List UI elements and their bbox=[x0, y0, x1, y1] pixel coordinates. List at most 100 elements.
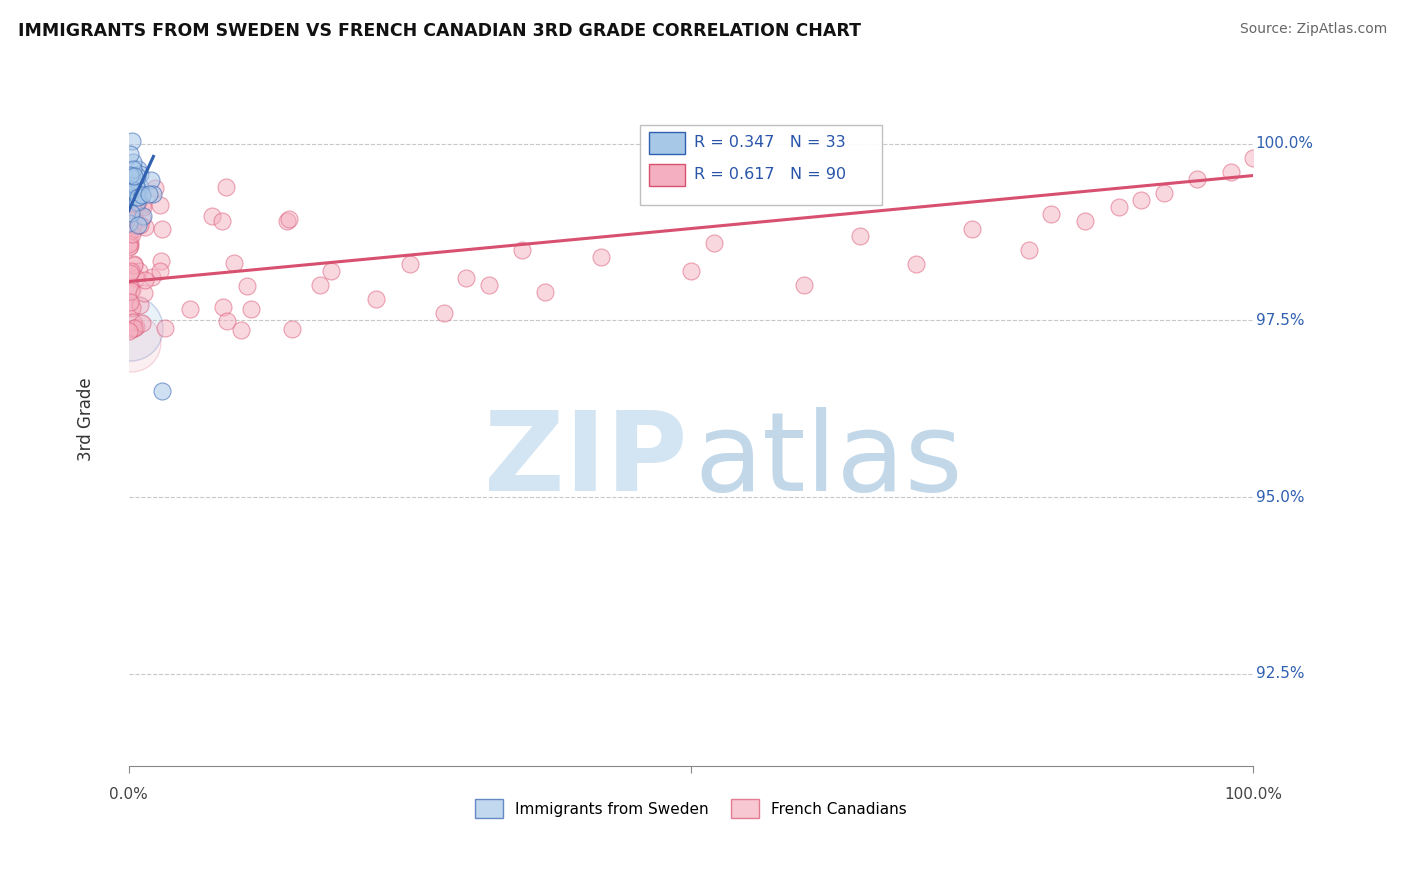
Point bbox=[399, 257, 422, 271]
Point bbox=[215, 314, 238, 328]
Point bbox=[118, 240, 141, 254]
Bar bbox=[650, 164, 686, 186]
Point bbox=[120, 334, 142, 349]
Point bbox=[121, 227, 143, 241]
Point bbox=[131, 211, 153, 225]
Point bbox=[179, 302, 201, 317]
Point bbox=[905, 257, 928, 271]
Point bbox=[118, 320, 141, 334]
Point bbox=[150, 221, 173, 235]
Point bbox=[239, 302, 262, 317]
Point bbox=[152, 384, 174, 399]
Point bbox=[127, 219, 149, 233]
Point bbox=[127, 194, 149, 209]
Point bbox=[321, 264, 343, 278]
Point bbox=[121, 183, 143, 197]
Point bbox=[118, 224, 141, 238]
Point bbox=[118, 187, 141, 202]
Point bbox=[118, 168, 141, 182]
Point bbox=[224, 256, 246, 270]
Point bbox=[1074, 214, 1097, 228]
Point bbox=[127, 186, 149, 200]
Point bbox=[211, 300, 233, 314]
Point bbox=[121, 134, 143, 148]
Point bbox=[433, 306, 456, 320]
Point bbox=[456, 271, 478, 285]
Point bbox=[121, 169, 143, 184]
Point bbox=[141, 269, 163, 284]
Point bbox=[124, 189, 146, 203]
Point bbox=[124, 200, 146, 214]
Point bbox=[125, 186, 148, 200]
Text: 95.0%: 95.0% bbox=[1256, 490, 1305, 505]
Point bbox=[138, 186, 160, 201]
Point bbox=[128, 180, 150, 194]
Point bbox=[120, 284, 142, 298]
Point bbox=[131, 317, 153, 331]
Point bbox=[125, 189, 148, 203]
Point bbox=[793, 278, 815, 293]
Point bbox=[122, 315, 145, 329]
Point bbox=[122, 202, 145, 217]
Point bbox=[155, 320, 177, 334]
Point bbox=[118, 169, 141, 184]
Point bbox=[127, 190, 149, 204]
Legend: Immigrants from Sweden, French Canadians: Immigrants from Sweden, French Canadians bbox=[470, 793, 912, 824]
Point bbox=[121, 282, 143, 296]
Point bbox=[703, 235, 725, 250]
Point bbox=[141, 173, 163, 187]
Point bbox=[534, 285, 557, 300]
Point bbox=[120, 295, 142, 310]
Point bbox=[962, 221, 984, 235]
Point bbox=[121, 171, 143, 186]
Point bbox=[134, 220, 156, 235]
Text: 92.5%: 92.5% bbox=[1256, 666, 1305, 681]
Point bbox=[122, 257, 145, 271]
Point bbox=[121, 223, 143, 237]
Point bbox=[129, 167, 152, 181]
Point bbox=[121, 196, 143, 211]
Bar bbox=[650, 132, 686, 154]
Point bbox=[1018, 243, 1040, 257]
Point bbox=[127, 161, 149, 176]
Point bbox=[366, 292, 388, 306]
Point bbox=[280, 321, 302, 335]
Point bbox=[309, 278, 332, 293]
Point bbox=[120, 264, 142, 278]
Point bbox=[478, 278, 501, 293]
Point bbox=[134, 272, 156, 286]
Point bbox=[235, 278, 257, 293]
Point bbox=[681, 264, 703, 278]
Point bbox=[134, 285, 156, 300]
Point bbox=[122, 219, 145, 233]
Point bbox=[128, 264, 150, 278]
Point bbox=[1130, 193, 1153, 207]
Point bbox=[118, 146, 141, 161]
Point bbox=[120, 206, 142, 220]
Point bbox=[591, 250, 613, 264]
Text: IMMIGRANTS FROM SWEDEN VS FRENCH CANADIAN 3RD GRADE CORRELATION CHART: IMMIGRANTS FROM SWEDEN VS FRENCH CANADIA… bbox=[18, 22, 862, 40]
Text: ZIP: ZIP bbox=[484, 408, 688, 515]
Point bbox=[1243, 151, 1265, 165]
Text: R = 0.617   N = 90: R = 0.617 N = 90 bbox=[695, 168, 846, 182]
Point bbox=[201, 209, 224, 223]
Point bbox=[132, 200, 155, 214]
Point bbox=[118, 235, 141, 250]
Point bbox=[128, 186, 150, 201]
Point bbox=[231, 322, 253, 336]
Point bbox=[131, 187, 153, 202]
Point bbox=[127, 169, 149, 183]
Point bbox=[512, 243, 534, 257]
Point bbox=[149, 198, 172, 212]
Point bbox=[118, 236, 141, 251]
Point bbox=[118, 266, 141, 280]
Point bbox=[1220, 165, 1243, 179]
Point bbox=[121, 301, 143, 316]
Point bbox=[849, 228, 872, 243]
Point bbox=[125, 271, 148, 285]
Point bbox=[124, 210, 146, 224]
FancyBboxPatch shape bbox=[641, 125, 883, 204]
Point bbox=[148, 264, 170, 278]
Text: Source: ZipAtlas.com: Source: ZipAtlas.com bbox=[1240, 22, 1388, 37]
Point bbox=[131, 209, 153, 223]
